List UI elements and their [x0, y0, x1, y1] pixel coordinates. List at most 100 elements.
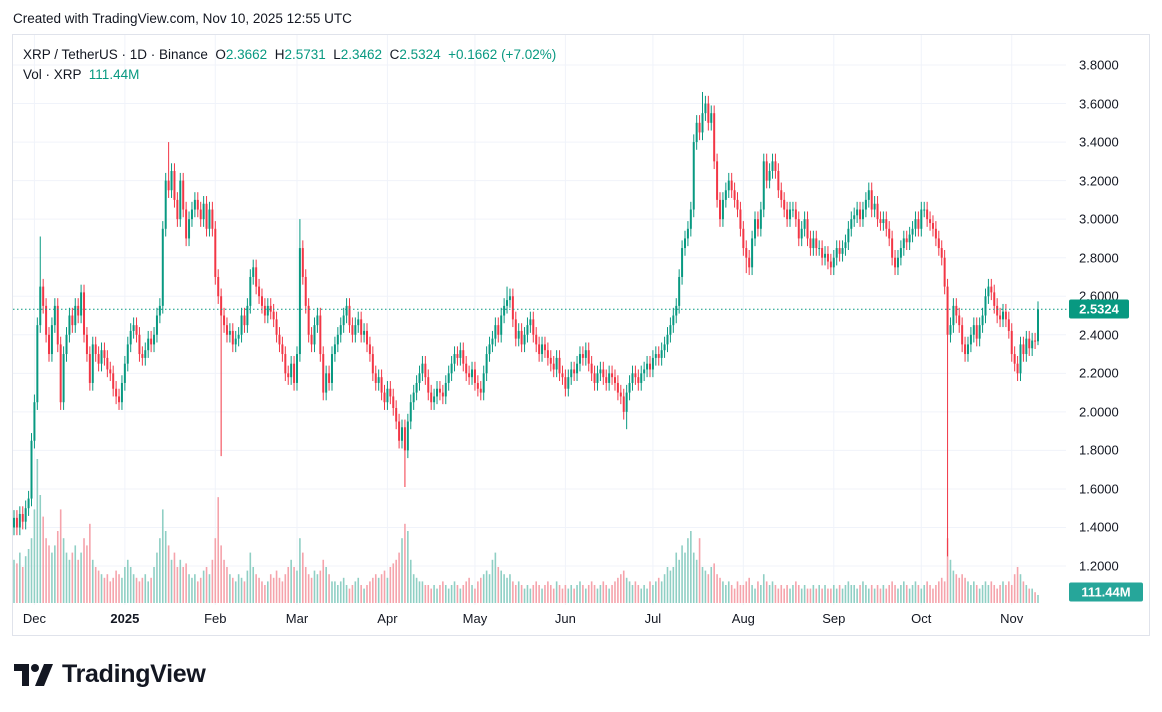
candle	[112, 365, 115, 397]
candle-body	[640, 373, 643, 383]
candle	[293, 355, 296, 391]
volume-bar	[13, 559, 15, 603]
volume-bar	[453, 581, 456, 603]
candle	[433, 388, 436, 410]
volume-bar	[284, 574, 287, 603]
candle	[30, 433, 33, 507]
candle-body	[908, 234, 911, 243]
candle	[281, 336, 284, 362]
candle-body	[36, 325, 39, 403]
volume-bar	[21, 567, 24, 603]
time-tick-label: Oct	[911, 611, 932, 626]
candle	[666, 327, 669, 353]
candle	[220, 288, 223, 457]
tradingview-logo[interactable]: TradingView	[14, 660, 206, 689]
candle-body	[330, 354, 333, 383]
candle-body	[966, 344, 969, 355]
candle	[246, 298, 249, 333]
candle-body	[724, 190, 727, 200]
candle-body	[975, 325, 978, 339]
candle-body	[946, 286, 949, 335]
candle-body	[88, 354, 91, 383]
candle	[812, 230, 815, 256]
candle-body	[85, 334, 88, 355]
volume-bar	[191, 577, 193, 603]
volume-bar	[751, 585, 753, 603]
candle	[188, 211, 191, 247]
volume-bar	[806, 588, 809, 603]
candle-body	[471, 369, 474, 378]
volume-bar	[468, 577, 470, 603]
candle-body	[491, 338, 494, 345]
legend-volume-label[interactable]: Vol · XRP	[23, 67, 82, 82]
volume-bar	[958, 577, 961, 603]
candle	[409, 394, 412, 430]
volume-bar	[970, 585, 972, 603]
candle	[949, 317, 952, 343]
volume-bar	[36, 459, 39, 603]
candle	[62, 346, 65, 410]
candle	[48, 327, 51, 362]
candle	[138, 327, 141, 362]
candle	[710, 105, 713, 131]
candle	[304, 269, 307, 314]
candle	[118, 388, 121, 410]
candle	[651, 350, 654, 378]
candle	[395, 400, 398, 430]
candle-body	[316, 315, 319, 326]
volume-bar	[652, 585, 654, 603]
candle-body	[888, 228, 891, 239]
candle	[228, 323, 231, 343]
candle-body	[590, 363, 593, 374]
volume-bar	[926, 581, 928, 603]
candle	[663, 336, 666, 358]
volume-bar	[112, 577, 114, 603]
candle	[751, 230, 754, 276]
candle-body	[934, 228, 937, 239]
candle	[97, 346, 100, 372]
candle	[771, 153, 774, 179]
candle	[756, 211, 759, 237]
candle	[290, 355, 293, 385]
candle-body	[377, 377, 380, 383]
candle	[733, 182, 736, 208]
candle-body	[748, 257, 751, 268]
volume-bar	[45, 538, 47, 603]
candle	[179, 172, 182, 227]
candle-body	[459, 350, 462, 358]
candle-body	[208, 209, 211, 229]
candle-body	[164, 180, 167, 229]
candle	[786, 201, 789, 227]
candle-body	[777, 170, 780, 191]
volume-bar	[345, 585, 348, 603]
volume-bar	[1025, 585, 1028, 603]
chart-frame	[12, 34, 1150, 636]
candle	[678, 269, 681, 314]
legend-symbol[interactable]: XRP / TetherUS · 1D · Binance	[23, 47, 208, 62]
candle-body	[643, 369, 646, 374]
volume-bar	[74, 545, 77, 603]
candle	[1013, 346, 1016, 372]
candle-body	[578, 354, 581, 364]
candle-body	[100, 350, 103, 364]
candle	[821, 240, 824, 266]
volume-bar	[690, 531, 692, 603]
volume-bar	[932, 588, 934, 603]
candle-body	[74, 305, 77, 326]
candle	[727, 172, 730, 198]
candle-body	[479, 388, 482, 393]
candle-body	[669, 325, 672, 335]
candle-body	[931, 223, 934, 229]
price-tick-label: 1.6000	[1079, 481, 1119, 497]
volume-bar	[1019, 574, 1022, 603]
candle-body	[611, 373, 614, 378]
candle	[211, 201, 214, 237]
price-tick-label: 2.4000	[1079, 327, 1119, 343]
candle-body	[981, 315, 984, 326]
candle	[964, 336, 967, 362]
candle-body	[721, 199, 724, 220]
candle-body	[494, 325, 497, 339]
candle-body	[351, 325, 354, 335]
volume-bar	[150, 577, 152, 603]
